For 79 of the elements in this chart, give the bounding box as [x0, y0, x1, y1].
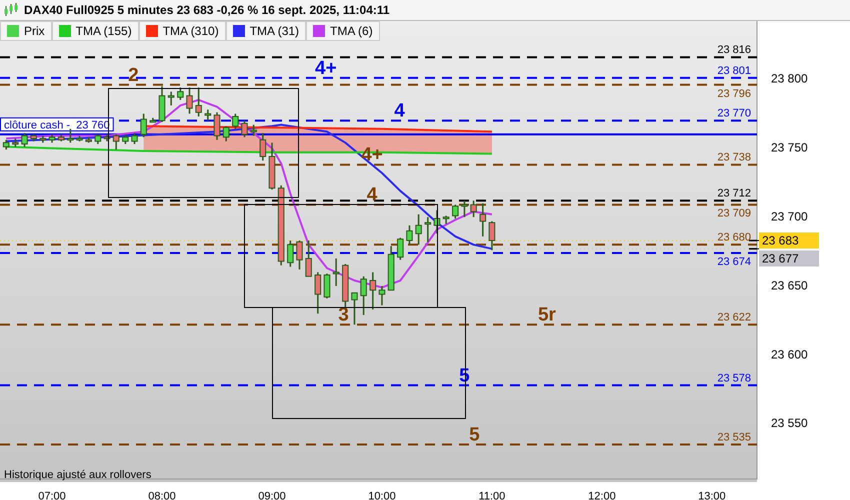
- y-tick-label: 23 800: [771, 72, 808, 86]
- ref-line-label: 23 796: [717, 88, 751, 100]
- candlestick: [287, 240, 294, 268]
- ref-line-label: 23 674: [717, 256, 751, 268]
- candlestick: [296, 240, 303, 270]
- candlestick: [140, 112, 147, 138]
- ref-line-label: 23 622: [717, 312, 751, 324]
- candlestick: [424, 216, 432, 243]
- y-tick-label: 23 550: [771, 416, 808, 430]
- candlestick: [131, 132, 138, 145]
- x-tick-label: 07:00: [38, 490, 66, 500]
- ref-line-label: 23 770: [717, 108, 751, 120]
- annotation: 4: [394, 100, 406, 122]
- chart-title: DAX40 Full0925 5 minutes 23 683 -0,26 % 16 sept. 2025, 11:04:11: [24, 3, 390, 17]
- legend-label: TMA (310): [162, 24, 219, 38]
- ref-line-label: 23 677: [762, 252, 800, 266]
- candlestick: [112, 134, 120, 150]
- annotation: 5: [469, 424, 480, 446]
- legend-label: Prix: [24, 24, 45, 38]
- candlestick: [488, 220, 496, 251]
- candlestick: [370, 271, 376, 310]
- candlestick: [332, 258, 340, 287]
- candlestick: [21, 132, 28, 148]
- candlestick: [406, 224, 413, 246]
- candlestick: [314, 271, 322, 314]
- candlestick: [351, 292, 358, 326]
- y-tick-label: 23 650: [771, 278, 808, 292]
- legend-label: TMA (155): [76, 24, 132, 38]
- candlestick: [415, 214, 422, 246]
- x-tick-label: 09:00: [258, 490, 286, 500]
- candlestick: [186, 86, 193, 114]
- annotation: 4: [366, 184, 378, 206]
- candlestick: [360, 276, 367, 316]
- candlestick: [461, 200, 468, 218]
- x-tick-label: 12:00: [588, 490, 616, 500]
- candlestick: [204, 108, 212, 122]
- x-tick-label: 13:00: [698, 490, 726, 500]
- x-tick-label: 11:00: [478, 490, 506, 500]
- candlestick: [232, 112, 239, 130]
- ref-line-label: 23 535: [717, 432, 751, 444]
- candlestick: [397, 237, 404, 261]
- candlestick: [324, 272, 330, 300]
- annotation: 5r: [538, 304, 557, 326]
- x-tick-label: 10:00: [368, 490, 396, 500]
- candlestick: [260, 132, 266, 162]
- ref-line-label: 23 712: [717, 188, 751, 200]
- x-tick-label: 08:00: [148, 490, 176, 500]
- annotation: Historique ajusté aux rollovers: [4, 469, 152, 481]
- candlestick: [378, 285, 386, 306]
- candlestick: [177, 86, 184, 101]
- candlestick: [122, 134, 129, 145]
- annotation: 2: [128, 64, 139, 86]
- ref-line-label: 23 738: [717, 152, 751, 164]
- annotation: 4+: [315, 58, 337, 79]
- legend-label: TMA (6): [330, 24, 373, 38]
- candlestick: [241, 120, 248, 138]
- ref-line-label: 23 683: [762, 234, 800, 248]
- y-tick-label: 23 600: [771, 347, 808, 362]
- candlestick: [67, 128, 74, 144]
- candlestick: [214, 112, 220, 141]
- ref-line-label: 23 578: [717, 372, 751, 384]
- candlestick: [168, 90, 174, 106]
- candlestick: [452, 204, 459, 220]
- candlestick: [470, 200, 477, 218]
- candlestick: [195, 86, 202, 118]
- candlestick: [94, 134, 102, 145]
- candlestick: [222, 125, 230, 142]
- annotation: 3: [338, 304, 349, 326]
- candlestick: [250, 124, 257, 137]
- legend-label: TMA (31): [250, 24, 300, 38]
- ref-line-label: 23 801: [717, 64, 751, 77]
- y-tick-label: 23 750: [771, 140, 808, 154]
- ref-line-label: 23 816: [717, 44, 751, 56]
- y-tick-label: 23 700: [771, 209, 808, 224]
- candlestick: [2, 139, 10, 150]
- ref-line-label: 23 680: [717, 232, 751, 244]
- candlestick: [305, 240, 312, 278]
- ref-line-label: 23 709: [717, 208, 751, 220]
- candlestick: [480, 202, 486, 238]
